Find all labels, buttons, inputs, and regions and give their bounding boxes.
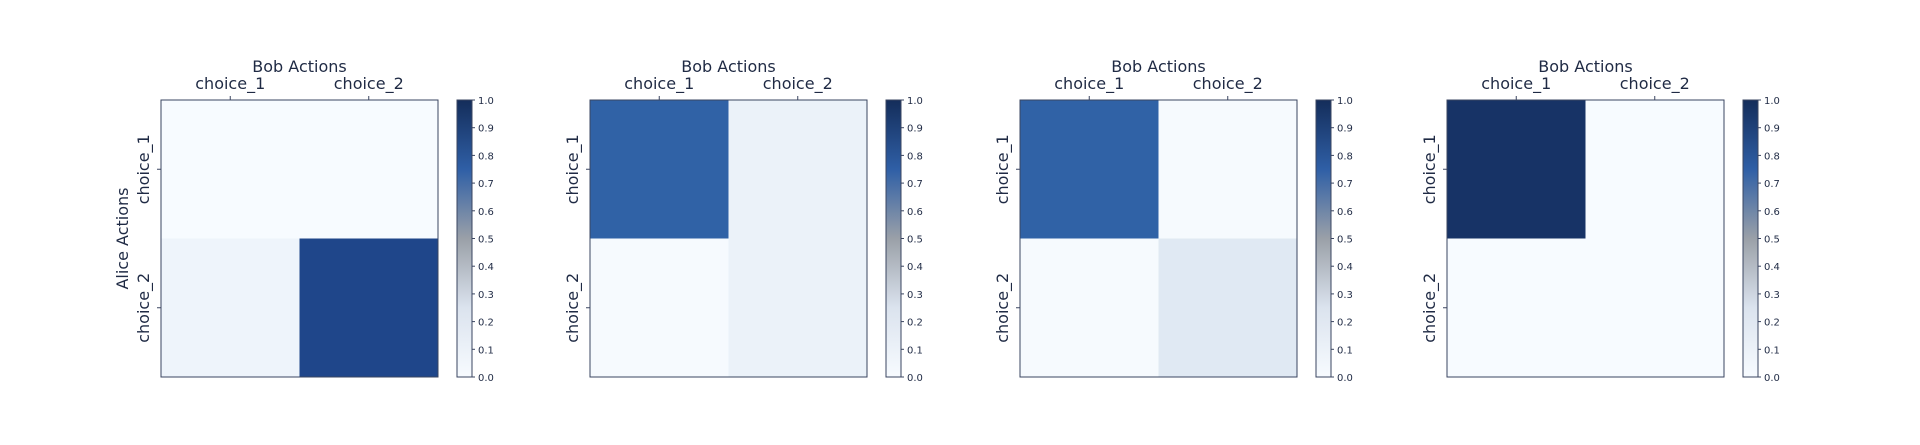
- x-tick-label: choice_1: [1054, 74, 1124, 94]
- plot-frame: [160, 99, 439, 378]
- x-tick-label: choice_2: [1620, 74, 1690, 94]
- plot-frame: [589, 99, 868, 378]
- colorbar-tick-label: 0.7: [907, 179, 923, 190]
- heatmap-cell: [1447, 100, 1586, 239]
- colorbar: [1315, 99, 1332, 378]
- colorbar-tick-label: 0.0: [478, 373, 494, 384]
- x-tick-label: choice_2: [334, 74, 404, 94]
- plot-frame: [1446, 99, 1725, 378]
- heatmap-cell: [728, 100, 867, 239]
- y-tick-label: choice_1: [993, 134, 1013, 204]
- y-tick-label: choice_1: [134, 134, 154, 204]
- x-tick-label: choice_2: [763, 74, 833, 94]
- heatmap-cell: [1158, 238, 1297, 377]
- colorbar-tick-label: 0.1: [907, 345, 923, 356]
- colorbar-tick-label: 0.3: [907, 290, 923, 301]
- colorbar-tick-label: 0.1: [1337, 345, 1353, 356]
- heatmap-cell: [161, 238, 300, 377]
- colorbar-tick-label: 1.0: [907, 96, 923, 107]
- y-axis-label: Alice Actions: [113, 187, 132, 289]
- colorbar-tick-label: 0.3: [1764, 290, 1780, 301]
- colorbar-tick-label: 0.5: [1337, 235, 1353, 246]
- heatmap-cell: [1020, 238, 1159, 377]
- heatmap-cell: [299, 100, 438, 239]
- colorbar-tick-label: 0.9: [478, 124, 494, 135]
- heatmap-cell: [1447, 238, 1586, 377]
- colorbar-tick-label: 1.0: [1764, 96, 1780, 107]
- plot-frame: [1019, 99, 1298, 378]
- colorbar-tick-label: 0.4: [478, 262, 494, 273]
- colorbar-tick-label: 0.6: [1764, 207, 1780, 218]
- x-axis-label: Bob Actions: [252, 57, 346, 76]
- colorbar-tick-label: 0.0: [1337, 373, 1353, 384]
- colorbar-tick-label: 0.4: [907, 262, 923, 273]
- colorbar-tick-label: 0.5: [1764, 235, 1780, 246]
- colorbar-tick-label: 0.0: [1764, 373, 1780, 384]
- colorbar: [1742, 99, 1759, 378]
- colorbar-tick-label: 0.6: [1337, 207, 1353, 218]
- heatmap-cell: [161, 100, 300, 239]
- colorbar-tick-label: 0.5: [478, 235, 494, 246]
- heatmap-cell: [299, 238, 438, 377]
- heatmap-cell: [1158, 100, 1297, 239]
- heatmap-cell: [590, 100, 729, 239]
- colorbar-tick-label: 0.2: [478, 318, 494, 329]
- colorbar-tick-label: 0.9: [907, 124, 923, 135]
- colorbar-tick-label: 0.8: [478, 151, 494, 162]
- y-tick-label: choice_2: [134, 273, 154, 343]
- colorbar-tick-label: 0.6: [907, 207, 923, 218]
- colorbar: [456, 99, 473, 378]
- colorbar-tick-label: 0.4: [1337, 262, 1353, 273]
- y-tick-label: choice_1: [1420, 134, 1440, 204]
- heatmap-cell: [590, 238, 729, 377]
- colorbar-tick-label: 0.1: [478, 345, 494, 356]
- heatmap-cell: [1020, 100, 1159, 239]
- colorbar-tick-label: 0.7: [1764, 179, 1780, 190]
- colorbar-tick-label: 0.8: [1337, 151, 1353, 162]
- y-tick-label: choice_1: [563, 134, 583, 204]
- heatmap-cell: [1585, 100, 1724, 239]
- x-tick-label: choice_2: [1193, 74, 1263, 94]
- x-axis-label: Bob Actions: [681, 57, 775, 76]
- heatmap-cell: [1585, 238, 1724, 377]
- x-tick-label: choice_1: [624, 74, 694, 94]
- colorbar-tick-label: 0.1: [1764, 345, 1780, 356]
- y-tick-label: choice_2: [1420, 273, 1440, 343]
- x-tick-label: choice_1: [195, 74, 265, 94]
- colorbar-tick-label: 0.2: [1337, 318, 1353, 329]
- colorbar-tick-label: 0.8: [1764, 151, 1780, 162]
- colorbar-tick-label: 0.8: [907, 151, 923, 162]
- colorbar-tick-label: 0.3: [1337, 290, 1353, 301]
- x-axis-label: Bob Actions: [1111, 57, 1205, 76]
- x-axis-label: Bob Actions: [1538, 57, 1632, 76]
- colorbar-tick-label: 0.4: [1764, 262, 1780, 273]
- colorbar-tick-label: 0.7: [478, 179, 494, 190]
- y-tick-label: choice_2: [993, 273, 1013, 343]
- x-tick-label: choice_1: [1481, 74, 1551, 94]
- colorbar-tick-label: 0.2: [907, 318, 923, 329]
- colorbar: [885, 99, 902, 378]
- y-tick-label: choice_2: [563, 273, 583, 343]
- heatmap-cell: [728, 238, 867, 377]
- colorbar-tick-label: 0.9: [1337, 124, 1353, 135]
- colorbar-tick-label: 0.3: [478, 290, 494, 301]
- colorbar-tick-label: 0.2: [1764, 318, 1780, 329]
- colorbar-tick-label: 0.9: [1764, 124, 1780, 135]
- colorbar-tick-label: 1.0: [1337, 96, 1353, 107]
- colorbar-tick-label: 0.0: [907, 373, 923, 384]
- colorbar-tick-label: 0.5: [907, 235, 923, 246]
- colorbar-tick-label: 0.7: [1337, 179, 1353, 190]
- colorbar-tick-label: 1.0: [478, 96, 494, 107]
- colorbar-tick-label: 0.6: [478, 207, 494, 218]
